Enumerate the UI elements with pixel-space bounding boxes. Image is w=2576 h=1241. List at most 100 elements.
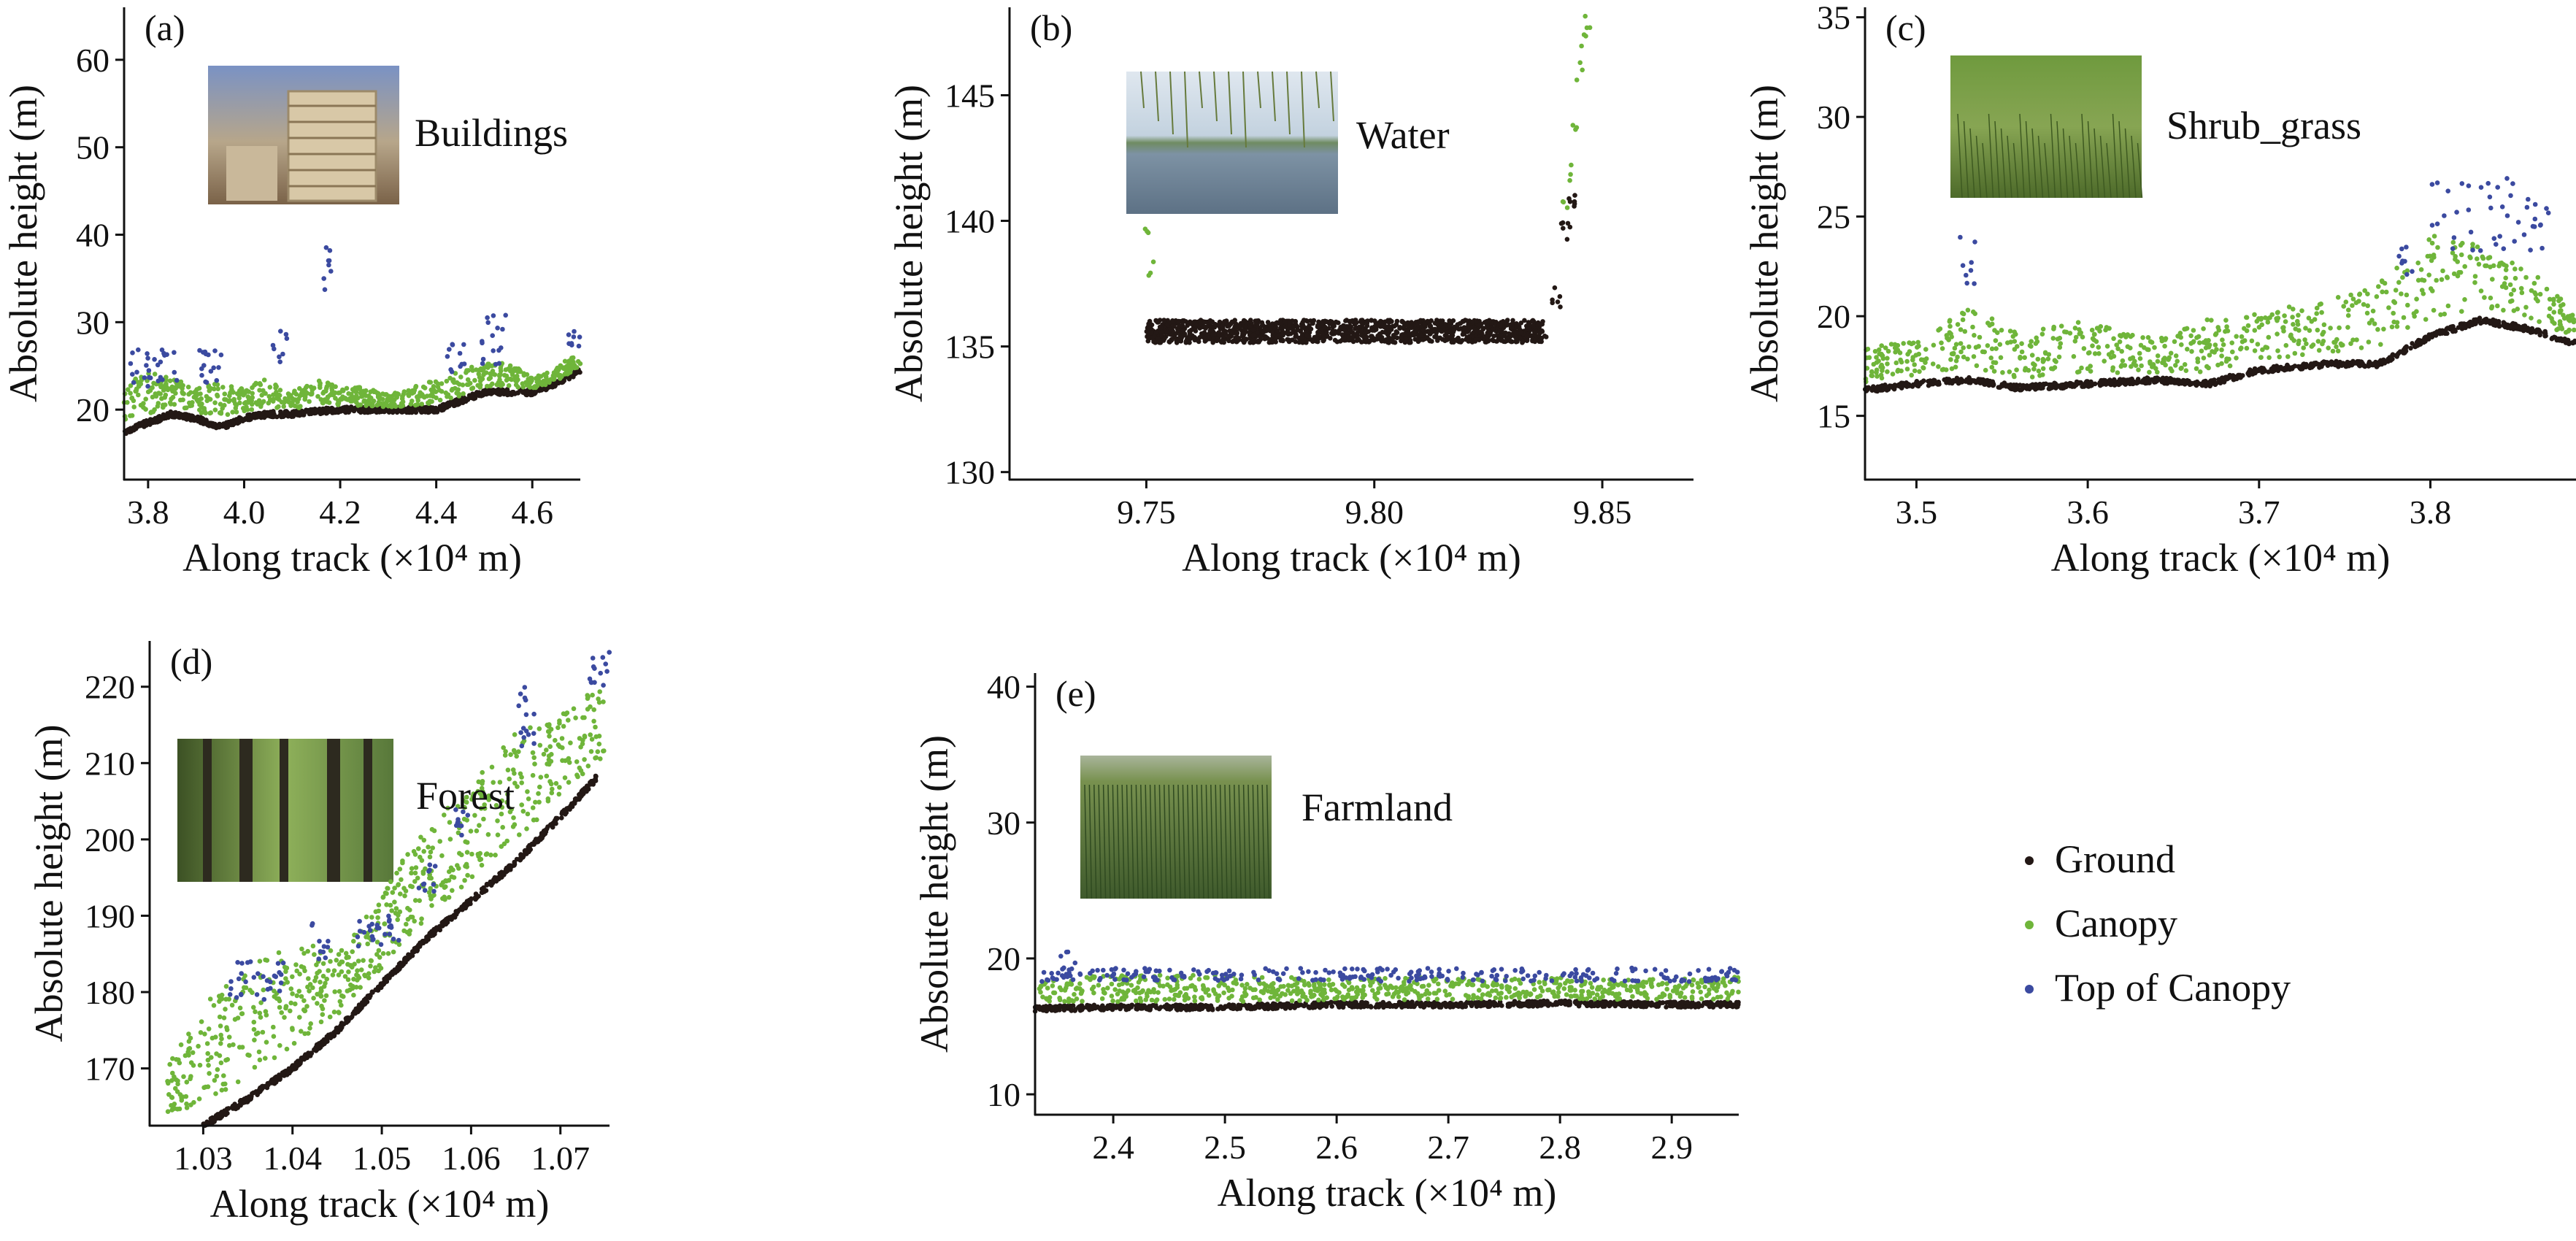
canopy-point [2337, 325, 2342, 331]
ground-point [139, 420, 145, 426]
canopy-point [2531, 280, 2537, 286]
ground-point [2123, 381, 2128, 386]
canopy-point [2374, 294, 2380, 299]
top-of-canopy-point [155, 362, 161, 368]
canopy-point [1971, 354, 1977, 359]
canopy-point [2482, 295, 2487, 300]
canopy-point [1909, 372, 1914, 378]
top-of-canopy-point [130, 372, 135, 377]
canopy-point [2281, 325, 2286, 330]
ground-point [1394, 335, 1399, 340]
canopy-point [2499, 260, 2504, 266]
canopy-point [355, 403, 361, 408]
ground-point [2467, 319, 2473, 325]
ground-point [1520, 340, 1525, 345]
ground-point [2551, 334, 2557, 340]
ground-point [1445, 329, 1450, 335]
canopy-point [2229, 340, 2234, 346]
canopy-point [410, 388, 415, 394]
canopy-point [477, 368, 482, 373]
ground-point [1555, 299, 1561, 304]
ground-point [2525, 328, 2531, 334]
ground-point [2333, 362, 2339, 368]
canopy-point [2439, 277, 2445, 283]
canopy-point [2137, 356, 2143, 361]
ground-point [309, 407, 315, 412]
ground-point [1237, 337, 1242, 342]
ground-point [2261, 367, 2266, 373]
canopy-point [329, 382, 335, 388]
canopy-point [2188, 341, 2194, 346]
canopy-point [182, 405, 188, 411]
ground-point [1242, 339, 1247, 344]
top-of-canopy-point [1958, 234, 1963, 240]
canopy-point [2523, 274, 2529, 280]
canopy-point [2508, 291, 2514, 297]
canopy-point [2445, 275, 2450, 280]
top-of-canopy-point [480, 361, 485, 366]
top-of-canopy-point [174, 377, 180, 383]
top-of-canopy-point [491, 348, 496, 353]
canopy-point [567, 367, 572, 372]
ground-point [1207, 337, 1212, 342]
ground-point [1982, 382, 1987, 387]
ground-point [1550, 297, 1555, 303]
top-of-canopy-point [2400, 258, 2405, 264]
canopy-point [435, 381, 441, 386]
canopy-point [303, 389, 309, 395]
canopy-point [2411, 311, 2417, 316]
canopy-point [2092, 351, 2098, 356]
ground-point [1514, 321, 1519, 326]
canopy-point [2321, 329, 2326, 335]
canopy-point [1939, 367, 1945, 372]
ground-point [1456, 335, 1461, 341]
top-of-canopy-point [458, 364, 463, 369]
canopy-point [204, 393, 209, 399]
ground-point [1264, 335, 1269, 340]
canopy-point [2249, 338, 2255, 344]
ground-point [1369, 318, 1374, 323]
canopy-point [2150, 362, 2156, 367]
canopy-point [456, 393, 462, 399]
ground-point [2047, 386, 2053, 391]
canopy-point [2215, 362, 2221, 368]
canopy-point [2119, 363, 2125, 368]
top-of-canopy-point [503, 312, 508, 318]
canopy-point [2472, 274, 2478, 279]
canopy-point [2019, 341, 2024, 347]
ground-point [1498, 323, 1503, 328]
canopy-point [2029, 344, 2034, 349]
ground-point [190, 414, 196, 419]
ground-point [1445, 337, 1450, 342]
canopy-point [461, 391, 466, 396]
ground-point [1474, 319, 1480, 324]
canopy-point [1962, 328, 1968, 334]
ground-point [1286, 339, 1292, 345]
ground-point [1373, 324, 1379, 330]
ground-point [2102, 380, 2107, 385]
canopy-point [2289, 336, 2295, 341]
canopy-point [266, 393, 272, 399]
ground-point [1280, 338, 1285, 344]
ground-point [211, 423, 217, 429]
top-of-canopy-point [2491, 236, 2497, 242]
canopy-point [2389, 324, 2395, 330]
canopy-point [2056, 354, 2062, 360]
canopy-point [2304, 341, 2309, 347]
canopy-point [206, 384, 212, 390]
ground-point [1330, 328, 1336, 334]
top-of-canopy-point [2434, 180, 2440, 185]
canopy-point [2307, 328, 2312, 334]
canopy-point [2557, 319, 2563, 324]
canopy-point [2365, 303, 2370, 309]
canopy-point [2495, 303, 2500, 309]
canopy-point [1904, 366, 1910, 372]
canopy-point [458, 374, 464, 380]
ground-point [1223, 331, 1229, 337]
canopy-point [2162, 337, 2168, 342]
canopy-point [2382, 280, 2388, 286]
canopy-point [2507, 282, 2513, 288]
canopy-point [1997, 342, 2003, 347]
canopy-point [2370, 308, 2376, 314]
canopy-point [451, 380, 457, 385]
